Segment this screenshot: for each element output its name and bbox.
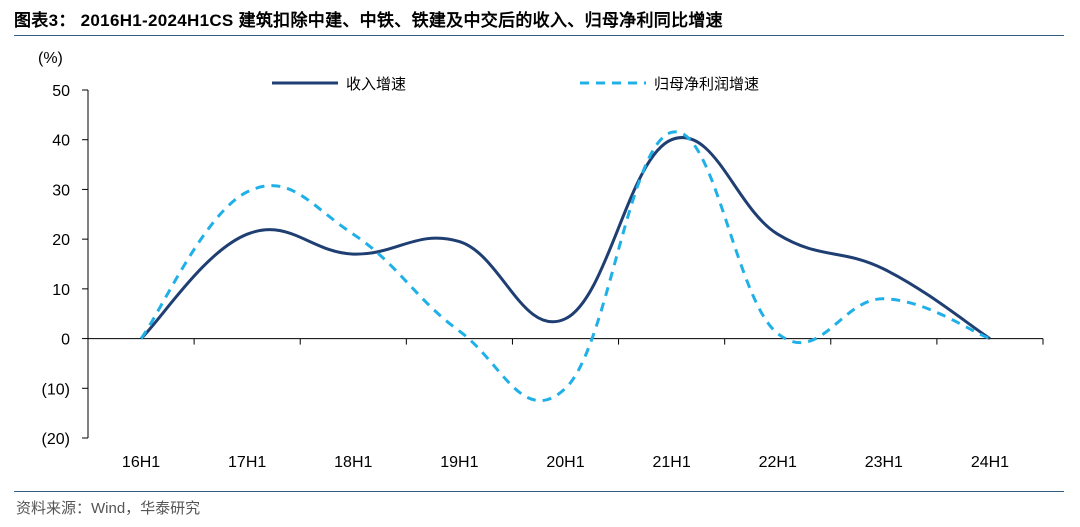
data-point (776, 332, 779, 335)
data-point (564, 317, 567, 320)
source-note: 资料来源：Wind，华泰研究 (16, 500, 201, 517)
x-tick-label: 24H1 (971, 454, 1009, 471)
x-tick-label: 19H1 (440, 454, 478, 471)
x-tick-label: 18H1 (334, 454, 372, 471)
y-tick-label: (10) (42, 381, 70, 398)
line-chart: (%) 50 40 30 20 10 0 (10) (20) 16H1 17H1 18H1 19H1… (38, 50, 1044, 471)
series-layer (139, 130, 991, 403)
series-line-1 (140, 136, 991, 340)
data-point (140, 337, 143, 340)
data-point (564, 387, 567, 390)
x-tick-label: 20H1 (546, 454, 584, 471)
x-axis: 16H1 17H1 18H1 19H1 20H1 21H1 22H1 23H1 24H1 (87, 338, 1044, 471)
data-point (988, 337, 991, 340)
y-tick-label: 40 (52, 133, 70, 150)
x-tick-label: 22H1 (759, 454, 797, 471)
legend-label: 收入增速 (346, 75, 406, 93)
x-tick-label: 21H1 (652, 454, 690, 471)
y-tick-label: 50 (52, 83, 70, 100)
figure-title: 图表3： 2016H1-2024H1CS 建筑扣除中建、中铁、铁建及中交后的收入… (14, 11, 723, 30)
y-axis-label: (%) (38, 50, 63, 67)
data-point (882, 267, 885, 270)
legend-label: 归母净利润增速 (654, 75, 759, 93)
data-point (352, 233, 355, 236)
data-point (246, 233, 249, 236)
y-tick-label: 10 (52, 282, 70, 299)
data-point (458, 330, 461, 333)
title-rule (14, 35, 1064, 36)
data-point (776, 233, 779, 236)
y-tick-label: (20) (42, 431, 70, 448)
legend: 收入增速 归母净利润增速 (272, 75, 759, 93)
y-tick-label: 0 (61, 332, 70, 349)
data-point (670, 131, 673, 134)
series-line-2 (139, 130, 991, 403)
x-tick-label: 23H1 (865, 454, 903, 471)
y-tick-label: 30 (52, 182, 70, 199)
data-point (352, 253, 355, 256)
data-point (458, 240, 461, 243)
y-axis: 50 40 30 20 10 0 (10) (20) (42, 83, 89, 448)
data-point (882, 297, 885, 300)
data-point (670, 138, 673, 141)
data-point (246, 190, 249, 193)
x-tick-label: 17H1 (228, 454, 266, 471)
x-tick-label: 16H1 (122, 454, 160, 471)
y-tick-label: 20 (52, 232, 70, 249)
source-rule (14, 491, 1064, 492)
